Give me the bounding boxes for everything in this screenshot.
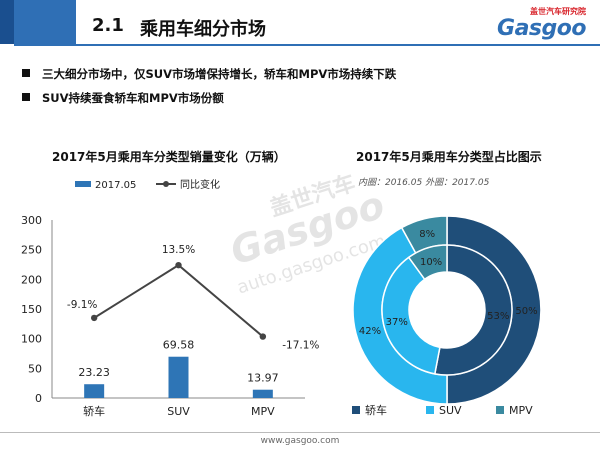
donut-chart-title: 2017年5月乘用车分类型占比图示	[356, 150, 542, 164]
slice-data-label: 53%	[487, 311, 509, 322]
slice-data-label: 37%	[386, 317, 408, 328]
bullet-text: SUV持续蚕食轿车和MPV市场份额	[42, 91, 224, 105]
y-tick-label: 0	[35, 392, 42, 405]
section-badge	[14, 0, 76, 44]
donut-slice	[407, 244, 448, 281]
legend-label: 同比变化	[180, 178, 220, 191]
slice-data-label: 42%	[359, 326, 381, 337]
line-data-label: 13.5%	[162, 244, 195, 256]
slice-data-label: 10%	[420, 257, 442, 268]
legend-label: SUV	[439, 404, 462, 417]
brand-name: Gasgoo	[497, 16, 586, 41]
legend-swatch-bar	[75, 181, 91, 187]
bullet-item: 三大细分市场中，仅SUV市场增保持增长，轿车和MPV市场持续下跌	[22, 66, 396, 82]
x-tick-label: SUV	[167, 405, 190, 418]
bullet-item: SUV持续蚕食轿车和MPV市场份额	[22, 90, 224, 106]
line-point	[175, 261, 182, 269]
donut-slice	[381, 256, 441, 375]
donut-slice	[433, 244, 513, 376]
bar	[252, 389, 273, 398]
section-title: 乘用车细分市场	[140, 19, 266, 40]
bar	[84, 384, 105, 398]
bullet-square-icon	[22, 93, 30, 101]
header-bar: 2.1 乘用车细分市场 盖世汽车研究院 Gasgoo	[0, 0, 600, 58]
y-tick-label: 100	[21, 333, 42, 346]
bar-data-label: 23.23	[78, 366, 110, 379]
bar	[168, 356, 189, 398]
legend-swatch	[426, 406, 434, 414]
bar-chart-title: 2017年5月乘用车分类型销量变化（万辆）	[52, 150, 286, 164]
line-point	[90, 314, 98, 322]
footer-url: www.gasgoo.com	[260, 436, 340, 446]
bar-data-label: 69.58	[163, 339, 195, 352]
brand-subtitle: 盖世汽车研究院	[530, 7, 586, 16]
header-divider	[14, 44, 600, 46]
y-tick-label: 50	[28, 362, 42, 375]
brand-logo: 盖世汽车研究院 Gasgoo	[476, 6, 586, 42]
y-tick-label: 300	[21, 214, 42, 227]
legend-swatch-point	[163, 181, 169, 187]
x-tick-label: MPV	[251, 405, 275, 418]
bullet-text: 三大细分市场中，仅SUV市场增保持增长，轿车和MPV市场持续下跌	[42, 67, 397, 81]
legend-swatch	[352, 406, 360, 414]
legend-label: MPV	[509, 404, 533, 417]
footer-divider	[0, 432, 600, 433]
y-tick-label: 200	[21, 273, 42, 286]
line-data-label: -17.1%	[282, 340, 319, 352]
slice-data-label: 8%	[419, 229, 435, 240]
line-point	[259, 333, 267, 340]
line-series	[93, 263, 264, 338]
slice-data-label: 50%	[515, 306, 537, 317]
y-tick-label: 150	[21, 303, 42, 316]
legend-label: 2017.05	[95, 180, 136, 191]
line-data-label: -9.1%	[67, 299, 97, 311]
x-tick-label: 轿车	[83, 404, 105, 418]
legend-label: 轿车	[365, 403, 387, 417]
legend-swatch	[496, 406, 504, 414]
section-title-box	[76, 10, 406, 44]
y-tick-label: 250	[21, 244, 42, 257]
bar-data-label: 13.97	[247, 372, 279, 385]
section-number: 2.1	[92, 15, 124, 36]
donut-subtitle: 内圈：2016.05 外圈：2017.05	[358, 177, 490, 188]
section-accent-bar	[0, 0, 14, 44]
bullet-square-icon	[22, 69, 30, 77]
